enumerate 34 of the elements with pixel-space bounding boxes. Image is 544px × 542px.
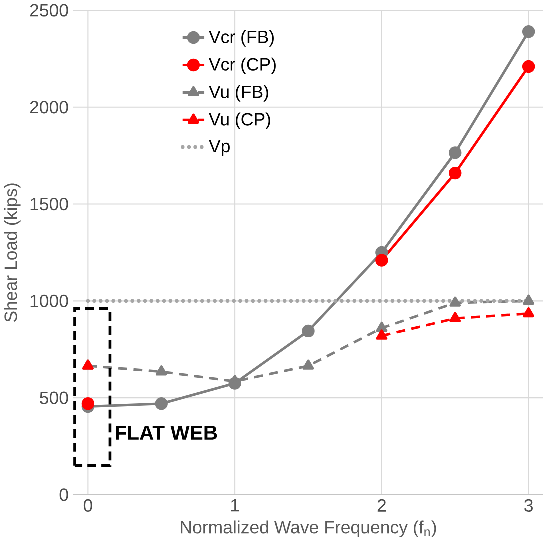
y-tick-label: 1000 — [30, 295, 68, 308]
y-tick-label: 2000 — [30, 101, 68, 114]
point — [449, 167, 462, 180]
point — [376, 330, 388, 340]
point — [302, 325, 315, 338]
point — [376, 254, 388, 268]
legend-label: Vcr (CP) — [209, 58, 276, 75]
annotation: FLAT WEB — [116, 426, 218, 440]
legend-label: Vcr (FB) — [209, 30, 274, 48]
x-tick-label: 3 — [524, 500, 533, 512]
point — [450, 312, 462, 323]
x-axis-title: Normalized Wave Frequency (f$_{n}$) — [181, 520, 436, 538]
y-tick-label: 0 — [60, 488, 68, 502]
x-tick-label: 0 — [84, 500, 92, 512]
legend-label: Vp — [209, 140, 230, 156]
legend-label: Vu (FB) — [209, 86, 268, 102]
point — [156, 366, 168, 376]
x-tick-label: 2 — [378, 500, 386, 512]
point — [82, 398, 95, 410]
point — [522, 26, 536, 38]
point — [523, 295, 534, 306]
point — [523, 308, 534, 318]
point — [376, 322, 388, 332]
point — [155, 398, 168, 410]
point — [522, 60, 536, 74]
x-tick-label: 1 — [231, 500, 240, 512]
point — [302, 360, 314, 370]
point — [450, 297, 462, 308]
y-tick-label: 2500 — [30, 4, 68, 18]
legend-label: Vu (CP) — [209, 113, 270, 130]
y-axis-title: Shear Load (kips) — [4, 184, 21, 322]
y-tick-label: 500 — [40, 392, 68, 405]
point — [449, 146, 462, 160]
y-tick-label: 1500 — [30, 198, 68, 211]
